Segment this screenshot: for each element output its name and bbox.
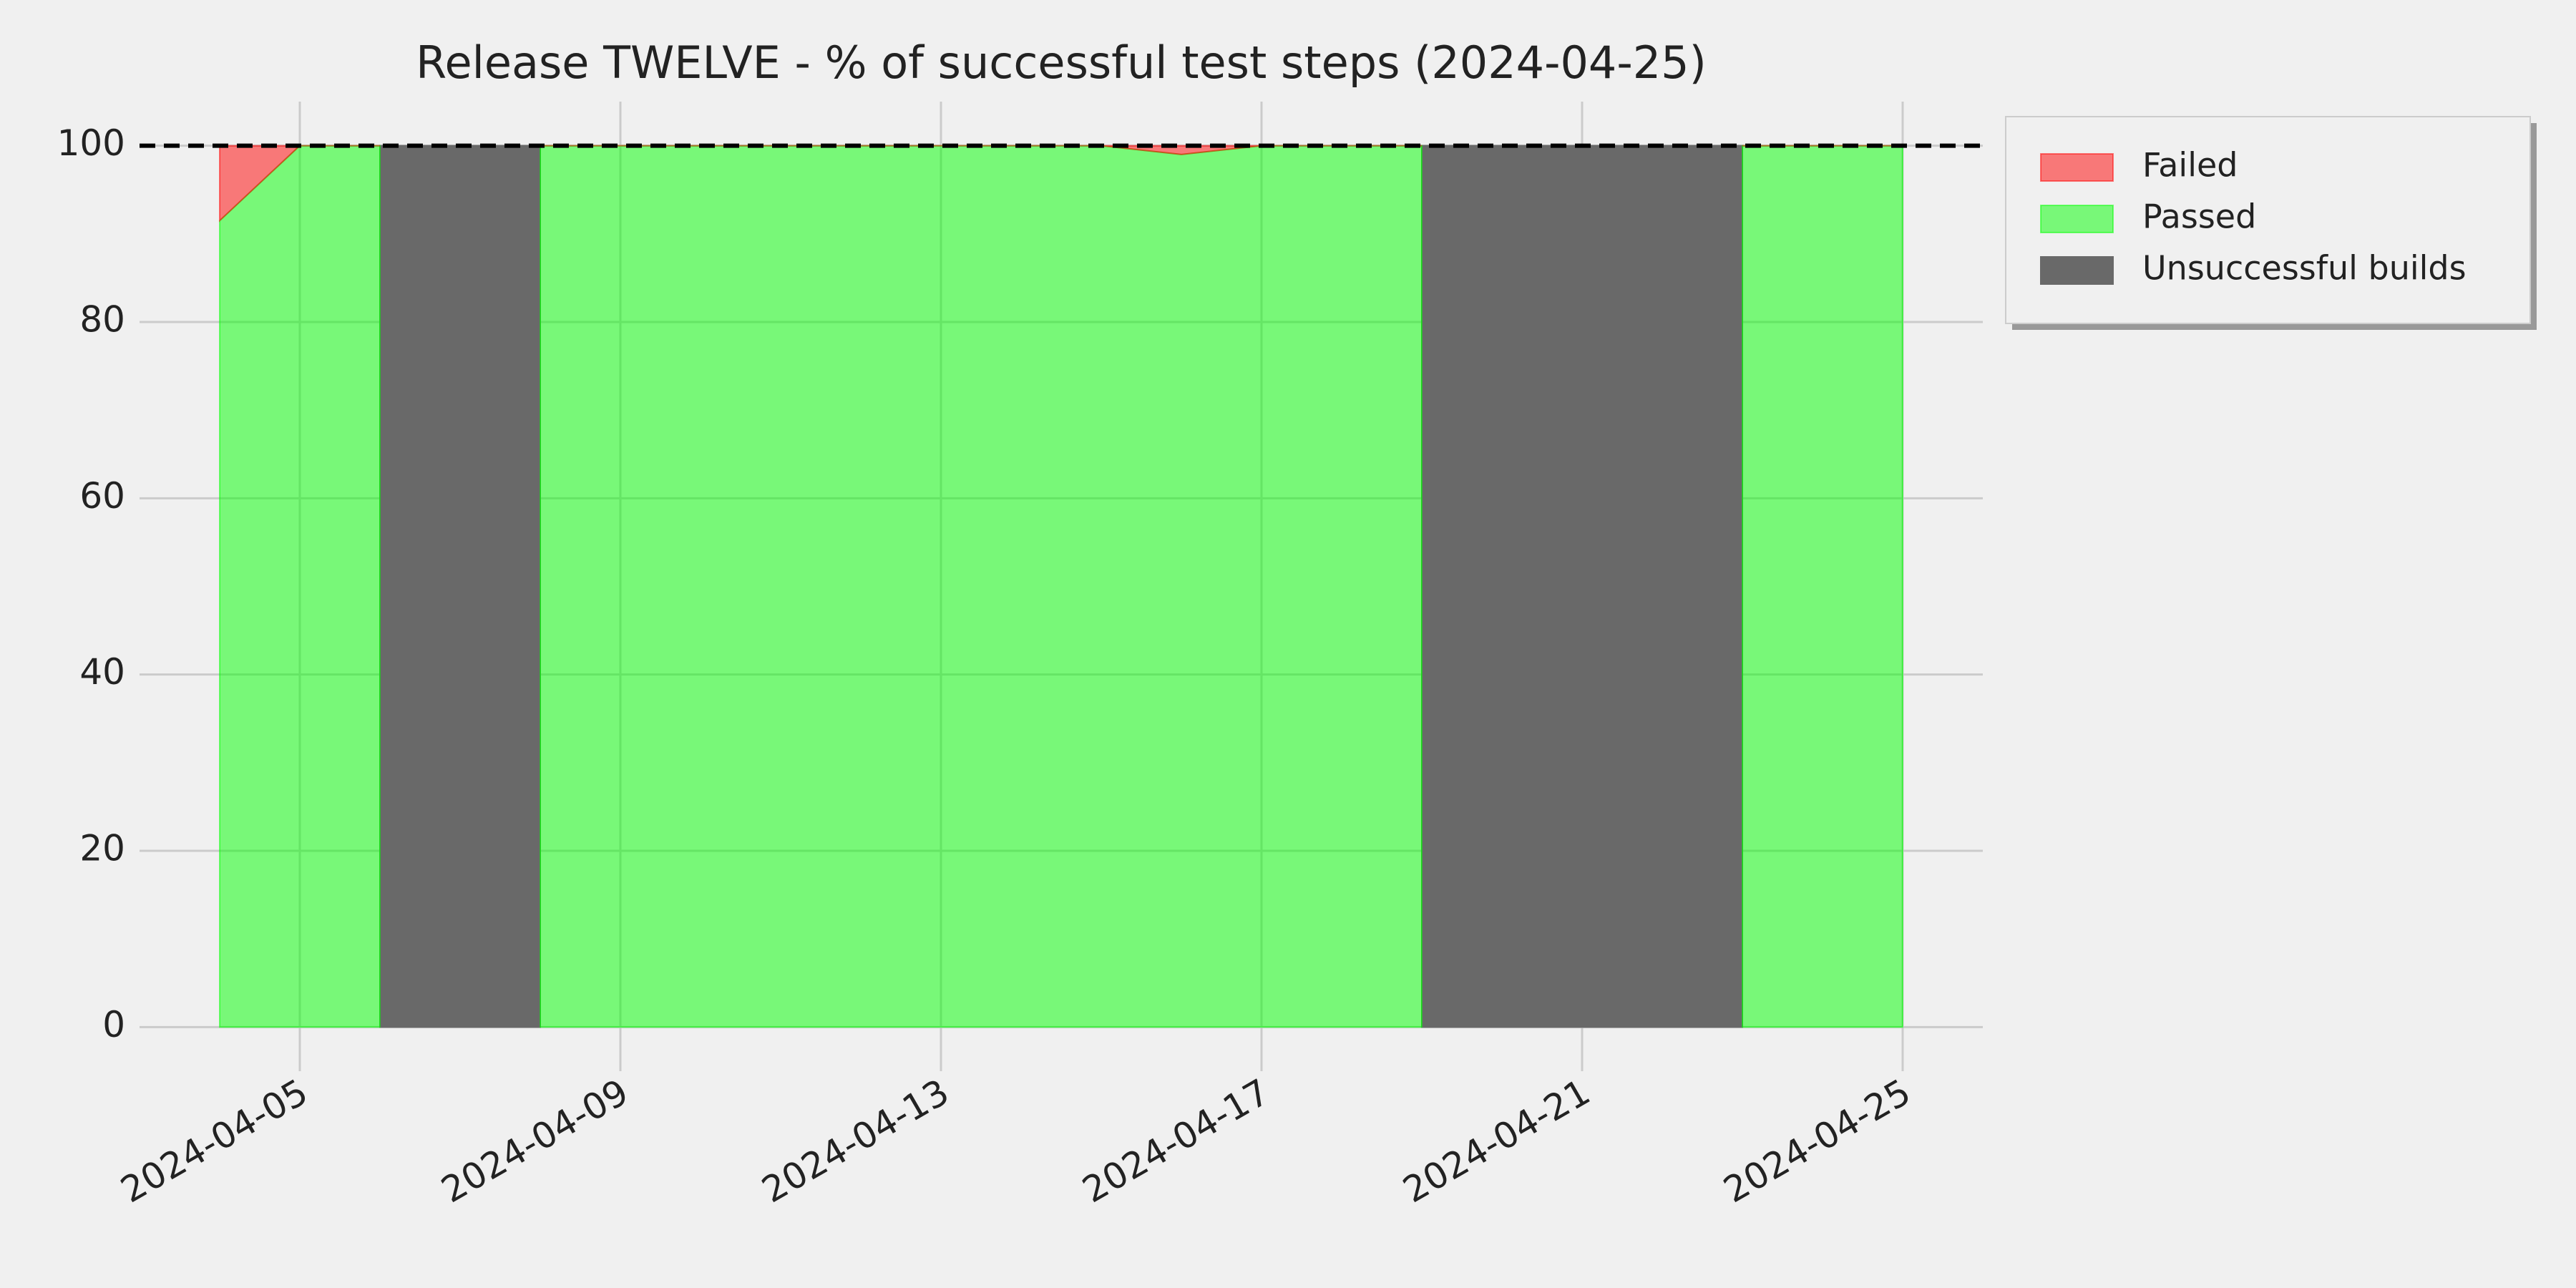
legend: Failed Passed Unsuccessful builds (2005, 116, 2537, 330)
y-tick-label: 0 (102, 1004, 125, 1045)
area-unsuccessful-builds (1421, 145, 1743, 1028)
y-tick-label: 100 (57, 122, 125, 164)
chart-title: Release TWELVE - % of successful test st… (416, 36, 1707, 89)
legend-label: Failed (2142, 146, 2238, 185)
y-tick-label: 20 (79, 828, 125, 869)
area-passed (540, 145, 1423, 1028)
legend-label: Unsuccessful builds (2142, 249, 2467, 288)
y-tick-label: 40 (79, 651, 125, 693)
area-unsuccessful-builds (379, 145, 541, 1028)
legend-label: Passed (2142, 197, 2256, 236)
legend-swatch (2040, 205, 2114, 233)
area-passed (219, 145, 381, 1028)
area-passed (1742, 145, 1903, 1028)
y-tick-label: 80 (79, 298, 125, 340)
legend-swatch (2040, 256, 2114, 285)
legend-swatch (2040, 153, 2114, 182)
areas (219, 145, 1903, 1028)
y-tick-label: 60 (79, 475, 125, 517)
